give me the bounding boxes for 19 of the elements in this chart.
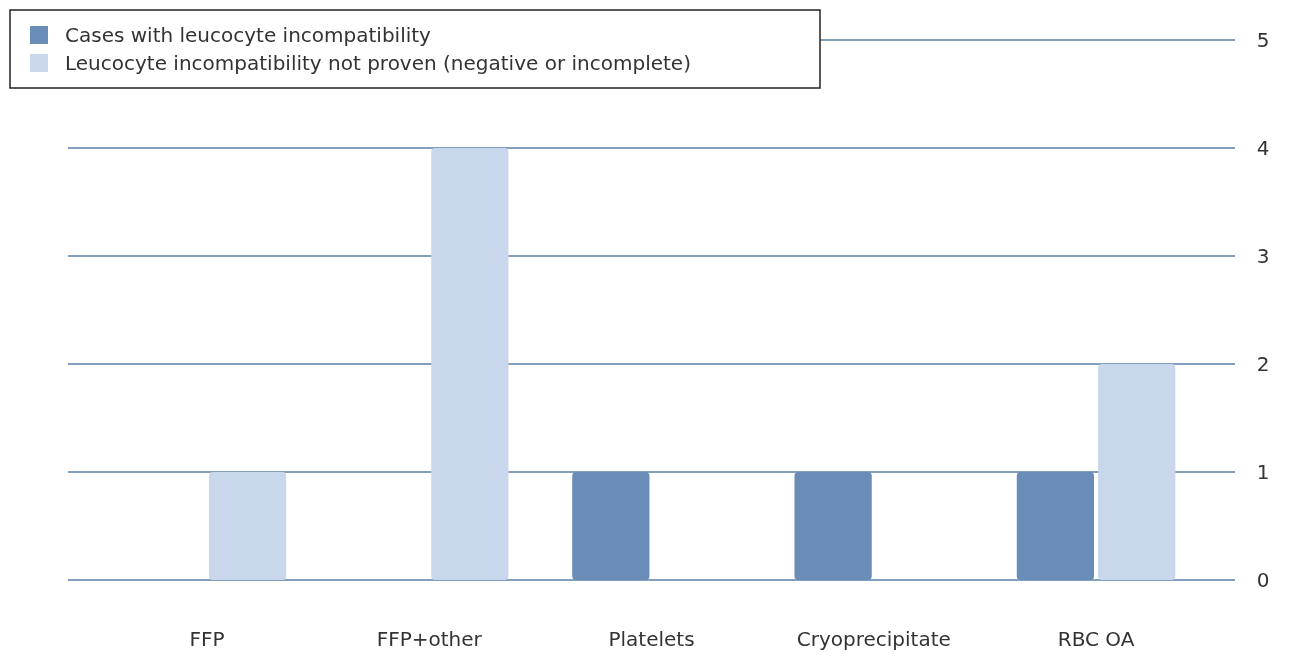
x-tick-label: Platelets — [608, 627, 695, 651]
y-tick-label: 2 — [1256, 352, 1270, 376]
bar — [1098, 364, 1176, 580]
y-tick-label: 3 — [1256, 244, 1270, 268]
x-tick-label: Cryoprecipitate — [796, 627, 951, 651]
x-tick-label: FFP — [189, 627, 225, 651]
y-tick-label: 5 — [1256, 28, 1270, 52]
x-tick-label: RBC OA — [1057, 627, 1135, 651]
y-tick-label: 4 — [1256, 136, 1270, 160]
bar — [1016, 472, 1095, 580]
legend-label: Cases with leucocyte incompatibility — [65, 23, 432, 47]
x-tick-label: FFP+other — [376, 627, 483, 651]
legend-label: Leucocyte incompatibility not proven (negative or incomplete) — [65, 51, 691, 75]
y-tick-label: 1 — [1256, 460, 1270, 484]
bar — [208, 472, 287, 580]
bar — [794, 472, 872, 580]
bar — [431, 148, 509, 580]
y-tick-label: 0 — [1256, 568, 1270, 592]
bar — [572, 472, 650, 580]
